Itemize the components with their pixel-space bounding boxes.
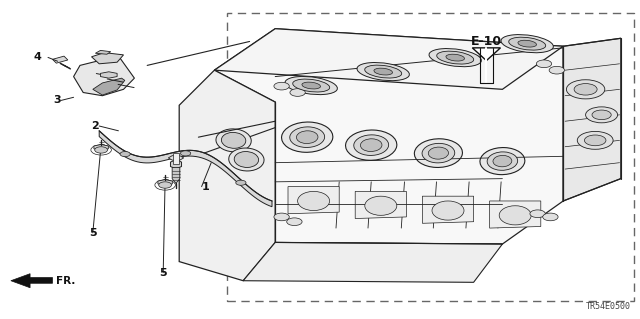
Circle shape — [584, 135, 606, 146]
Ellipse shape — [354, 135, 388, 155]
Ellipse shape — [296, 131, 318, 144]
Circle shape — [592, 110, 611, 120]
Polygon shape — [92, 53, 124, 64]
Text: TR54E0500: TR54E0500 — [586, 302, 630, 311]
Text: E-10: E-10 — [471, 35, 502, 48]
Ellipse shape — [302, 82, 321, 89]
Circle shape — [586, 107, 618, 123]
Polygon shape — [179, 70, 275, 281]
Circle shape — [274, 82, 289, 90]
Circle shape — [180, 151, 191, 156]
Polygon shape — [288, 187, 339, 214]
Circle shape — [536, 60, 552, 68]
Polygon shape — [52, 56, 68, 63]
Polygon shape — [94, 145, 108, 150]
Polygon shape — [422, 196, 474, 223]
Polygon shape — [99, 131, 272, 207]
Text: 2: 2 — [92, 121, 99, 131]
Circle shape — [159, 182, 172, 188]
Polygon shape — [490, 201, 541, 228]
Ellipse shape — [429, 48, 481, 67]
Ellipse shape — [216, 129, 252, 152]
Ellipse shape — [298, 191, 330, 211]
Ellipse shape — [285, 77, 337, 95]
Ellipse shape — [282, 122, 333, 152]
Ellipse shape — [446, 54, 465, 61]
Text: 3: 3 — [53, 95, 61, 106]
Polygon shape — [170, 160, 182, 169]
Text: FR.: FR. — [56, 276, 75, 286]
Polygon shape — [243, 242, 502, 282]
Ellipse shape — [365, 65, 402, 78]
Text: 1: 1 — [202, 182, 209, 192]
Polygon shape — [214, 29, 563, 89]
Ellipse shape — [365, 196, 397, 215]
Polygon shape — [158, 180, 172, 185]
Polygon shape — [355, 191, 406, 219]
Polygon shape — [168, 156, 184, 160]
Ellipse shape — [290, 127, 324, 147]
Circle shape — [236, 180, 246, 185]
Ellipse shape — [501, 34, 554, 53]
Polygon shape — [563, 38, 621, 201]
Circle shape — [287, 218, 302, 226]
Polygon shape — [74, 56, 134, 96]
Circle shape — [543, 213, 558, 221]
Ellipse shape — [487, 152, 518, 170]
Circle shape — [274, 213, 289, 221]
Circle shape — [95, 147, 108, 153]
Ellipse shape — [346, 130, 397, 160]
Ellipse shape — [221, 132, 246, 148]
Polygon shape — [100, 72, 117, 78]
Text: 5: 5 — [89, 228, 97, 238]
Polygon shape — [11, 274, 52, 288]
Ellipse shape — [493, 155, 512, 167]
Circle shape — [530, 210, 545, 218]
Circle shape — [290, 89, 305, 96]
Ellipse shape — [428, 147, 449, 159]
Circle shape — [577, 131, 613, 149]
Ellipse shape — [436, 51, 474, 64]
Text: 4: 4 — [34, 52, 42, 63]
Ellipse shape — [432, 201, 464, 220]
Polygon shape — [172, 167, 180, 183]
Ellipse shape — [360, 139, 382, 152]
Ellipse shape — [292, 79, 330, 92]
Ellipse shape — [374, 68, 392, 75]
Ellipse shape — [509, 37, 546, 50]
Polygon shape — [93, 78, 125, 95]
Ellipse shape — [518, 40, 536, 47]
Circle shape — [574, 84, 597, 95]
Ellipse shape — [228, 148, 264, 171]
Ellipse shape — [357, 63, 410, 81]
Ellipse shape — [499, 206, 531, 225]
Ellipse shape — [480, 148, 525, 174]
Polygon shape — [95, 50, 111, 54]
Ellipse shape — [234, 152, 259, 167]
Circle shape — [91, 145, 111, 155]
Circle shape — [549, 66, 564, 74]
Polygon shape — [173, 153, 179, 164]
Text: 5: 5 — [159, 268, 167, 278]
Polygon shape — [472, 48, 500, 61]
Circle shape — [566, 80, 605, 99]
Circle shape — [155, 180, 175, 190]
Polygon shape — [214, 29, 563, 244]
Circle shape — [120, 152, 131, 157]
Ellipse shape — [414, 139, 463, 167]
Ellipse shape — [422, 143, 455, 163]
